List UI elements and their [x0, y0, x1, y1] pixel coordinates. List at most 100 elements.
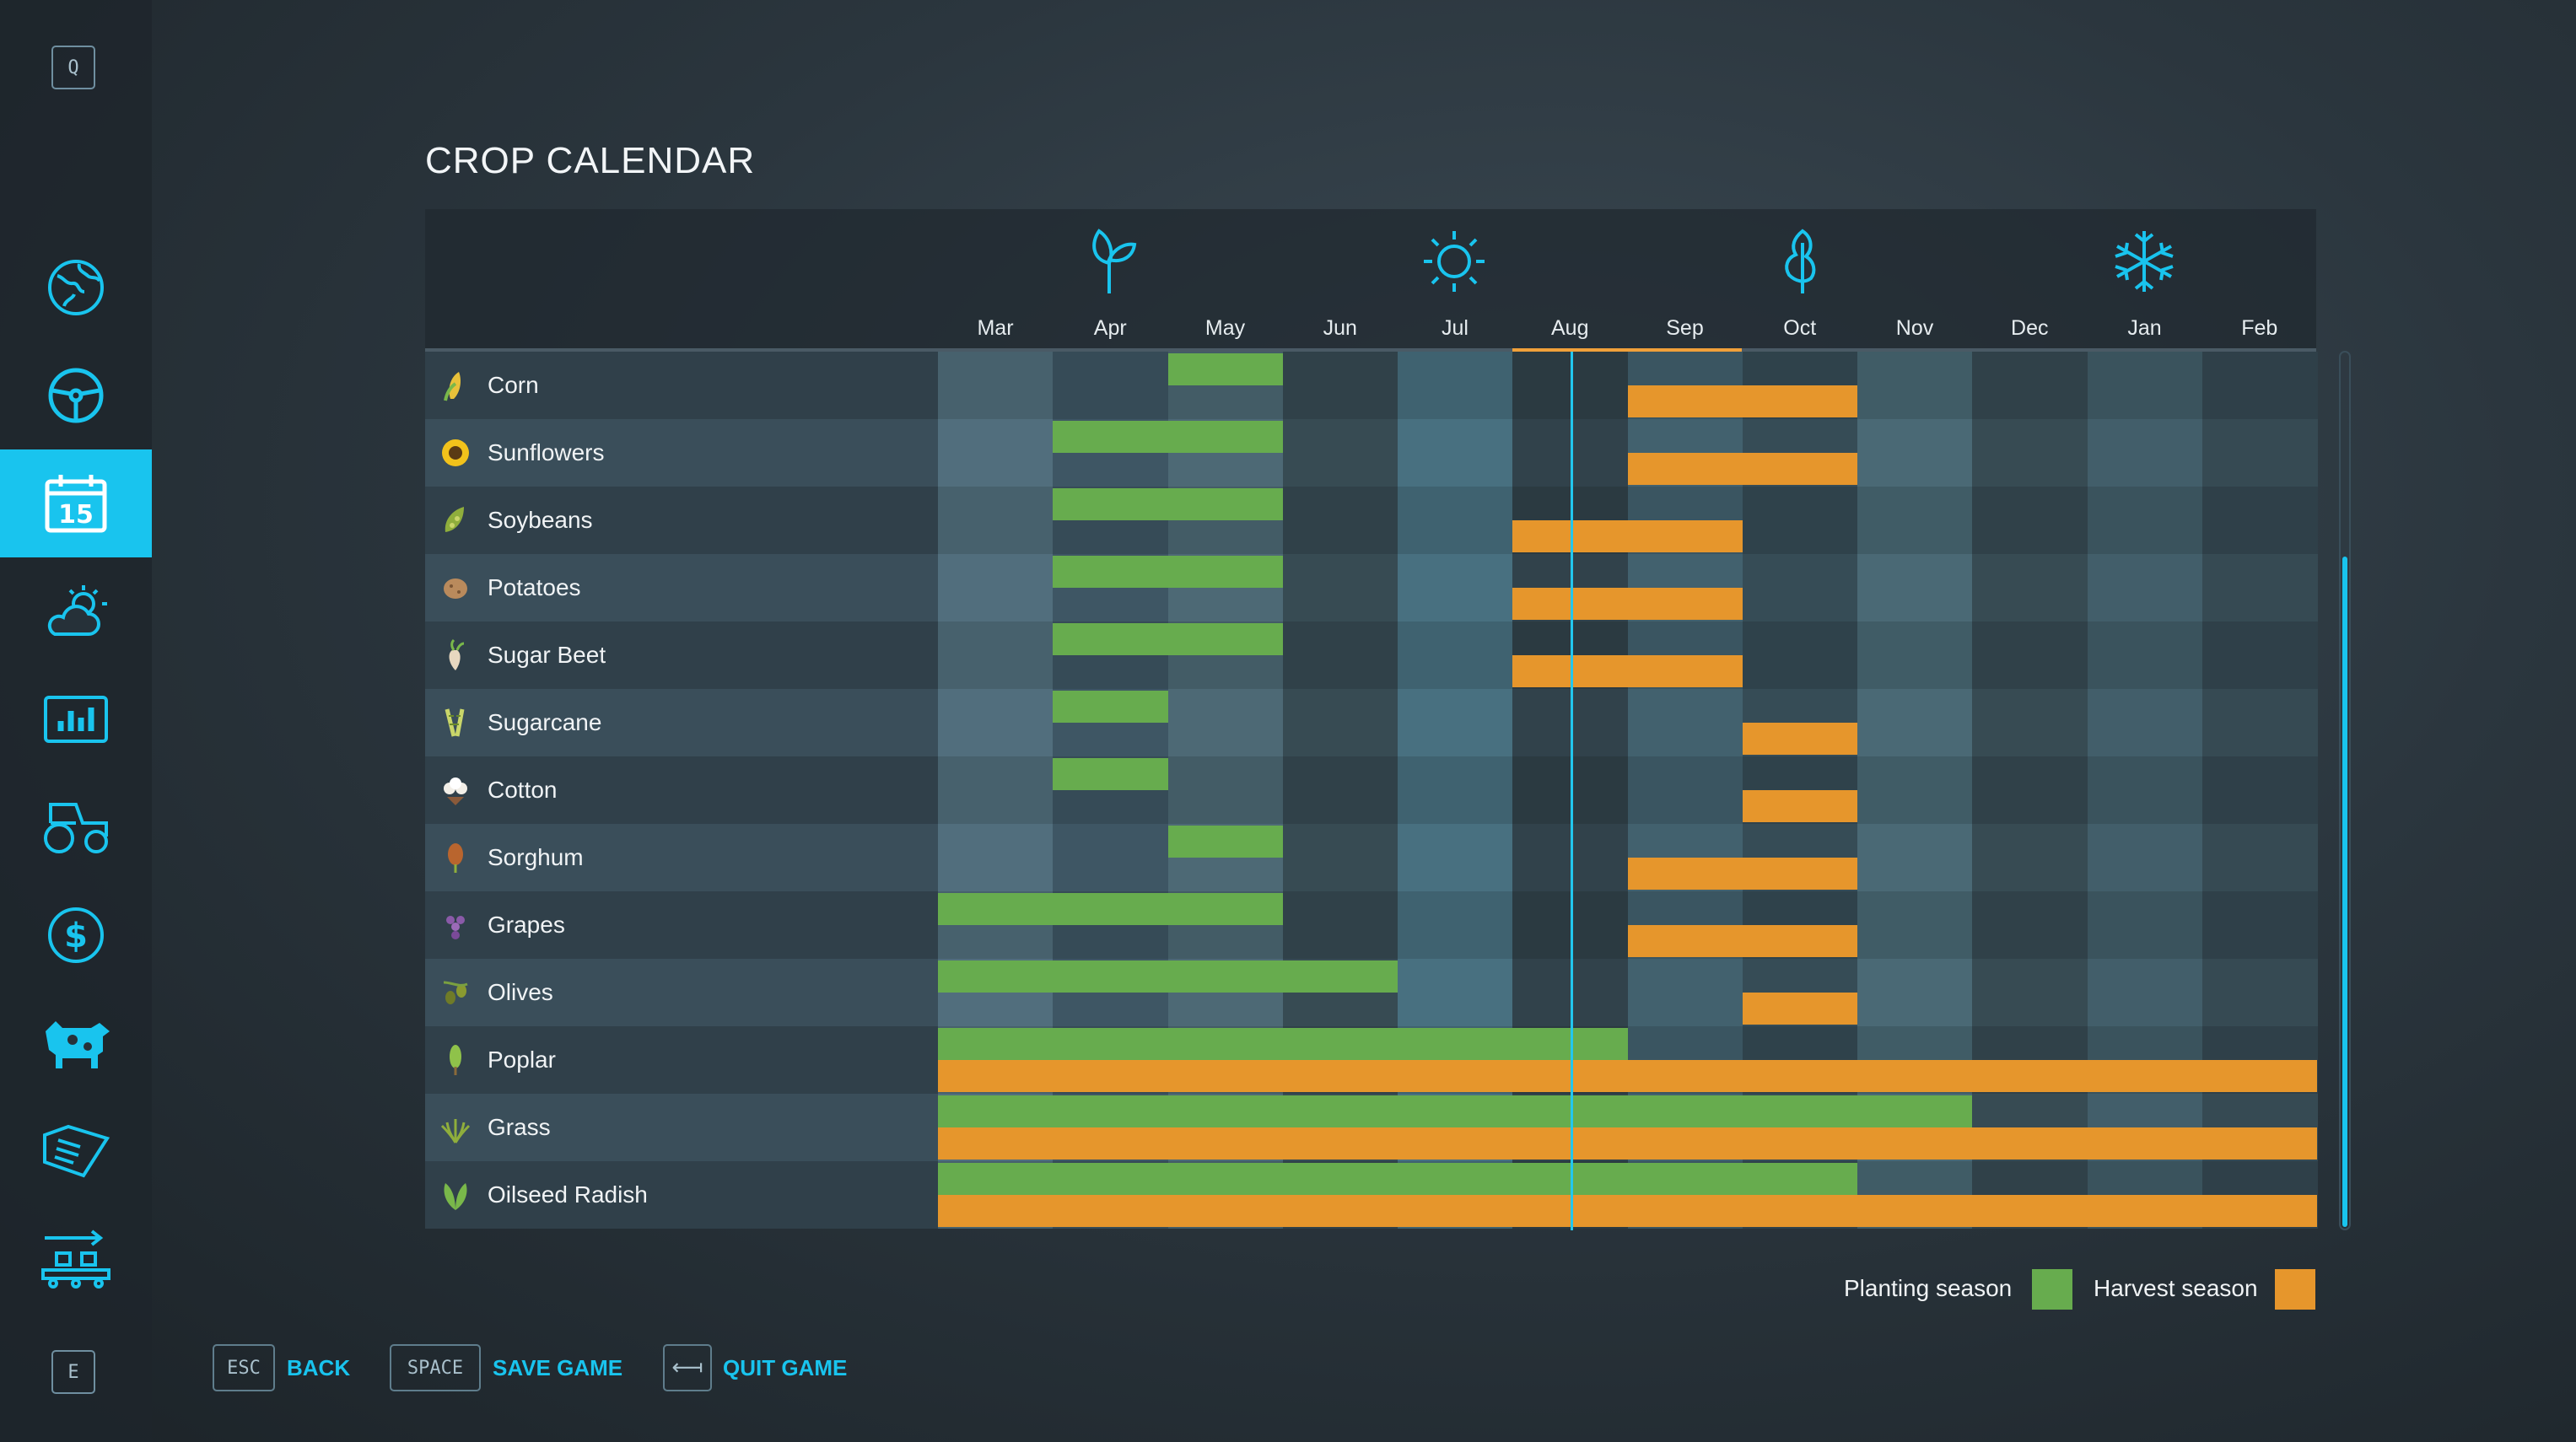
crop-row-sugar-beet[interactable]: Sugar Beet: [425, 621, 938, 689]
calendar-cell: [1627, 959, 1743, 1026]
production-icon[interactable]: [0, 1205, 152, 1313]
calendar-cell: [1857, 891, 1973, 959]
calendar-cell: [1282, 621, 1398, 689]
calendar-cell: [2201, 891, 2318, 959]
calendar-day: 15: [58, 500, 94, 530]
dollar-icon[interactable]: $: [0, 881, 152, 989]
month-label-sep: Sep: [1666, 316, 1704, 340]
crop-row-oilseed-radish[interactable]: Oilseed Radish: [425, 1161, 938, 1229]
cow-icon[interactable]: [0, 989, 152, 1097]
crop-row-sugarcane[interactable]: Sugarcane: [425, 689, 938, 756]
harvest-bar: [1512, 520, 1743, 552]
legend-harvest-swatch: [2275, 1269, 2315, 1310]
month-label-aug: Aug: [1551, 316, 1589, 340]
calendar-cell: [2201, 689, 2318, 756]
calendar-cell: [1398, 824, 1513, 891]
calendar-cell: [2087, 554, 2203, 621]
crop-row-potatoes[interactable]: Potatoes: [425, 554, 938, 621]
harvest-bar: [1742, 723, 1857, 755]
header-divider: [425, 348, 2316, 352]
calendar-cell: [1053, 352, 1168, 419]
calendar-cell: [1857, 689, 1973, 756]
calendar-cell: [1742, 554, 1858, 621]
tractor-icon[interactable]: [0, 773, 152, 881]
month-label-oct: Oct: [1783, 316, 1817, 340]
crop-row-corn[interactable]: Corn: [425, 352, 938, 419]
calendar-cell: [2201, 959, 2318, 1026]
weather-icon[interactable]: [0, 557, 152, 665]
calendar-cell: [1398, 689, 1513, 756]
sugarcane-icon: [439, 706, 472, 740]
calendar-cell: [1857, 352, 1973, 419]
svg-text:$: $: [64, 917, 88, 955]
save-game-button[interactable]: SAVE GAME: [493, 1355, 623, 1380]
harvest-bar: [1627, 385, 1857, 417]
quit-key[interactable]: ⟻: [663, 1344, 712, 1391]
month-label-jul: Jul: [1442, 316, 1469, 340]
grass-icon: [439, 1111, 472, 1144]
help-book-icon[interactable]: [0, 1097, 152, 1205]
calendar-cell: [1282, 554, 1398, 621]
harvest-bar: [1512, 655, 1743, 687]
calendar-cell: [1282, 352, 1398, 419]
olives-icon: [439, 976, 472, 1009]
calendar-cell: [1398, 419, 1513, 487]
planting-bar: [1053, 556, 1283, 588]
winter-snowflake-icon: [2115, 231, 2174, 292]
soybean-icon: [439, 503, 472, 537]
map-icon[interactable]: [0, 234, 152, 342]
calendar-cell: [1282, 487, 1398, 554]
calendar-cell: [1972, 554, 2088, 621]
harvest-bar: [1627, 858, 1857, 890]
next-page-key[interactable]: E: [51, 1350, 95, 1394]
calendar-cell: [2201, 352, 2318, 419]
calendar-cell: [2087, 352, 2203, 419]
crop-name: Soybeans: [488, 507, 593, 533]
calendar-icon[interactable]: 15: [0, 449, 152, 557]
crop-name: Cotton: [488, 777, 558, 803]
potato-icon: [439, 571, 472, 605]
crop-row-cotton[interactable]: Cotton: [425, 756, 938, 824]
crop-row-grass[interactable]: Grass: [425, 1094, 938, 1161]
crop-row-sunflowers[interactable]: Sunflowers: [425, 419, 938, 487]
planting-bar: [938, 960, 1398, 993]
crop-name: Olives: [488, 979, 553, 1005]
crop-row-sorghum[interactable]: Sorghum: [425, 824, 938, 891]
scrollbar-track[interactable]: [2339, 351, 2351, 1230]
harvest-bar: [1512, 588, 1743, 620]
grapes-icon: [439, 908, 472, 942]
crop-row-poplar[interactable]: Poplar: [425, 1026, 938, 1094]
crop-name: Sunflowers: [488, 439, 605, 465]
crop-row-olives[interactable]: Olives: [425, 959, 938, 1026]
quit-game-button[interactable]: QUIT GAME: [723, 1355, 848, 1380]
calendar-cell: [1398, 621, 1513, 689]
sorghum-icon: [439, 841, 472, 874]
calendar-cell: [2087, 621, 2203, 689]
calendar-cell: [1398, 352, 1513, 419]
statistics-icon[interactable]: [0, 665, 152, 773]
back-button[interactable]: BACK: [287, 1355, 351, 1380]
crop-name: Grass: [488, 1114, 551, 1140]
calendar-cell: [938, 824, 1054, 891]
crop-name: Corn: [488, 372, 539, 398]
month-label-dec: Dec: [2011, 316, 2049, 340]
calendar-cell: [1398, 891, 1513, 959]
autumn-leaf-icon: [1785, 229, 1816, 293]
calendar-cell: [1512, 756, 1628, 824]
crop-row-soybeans[interactable]: Soybeans: [425, 487, 938, 554]
month-label-mar: Mar: [977, 316, 1014, 340]
legend-planting-label: Planting season: [1844, 1275, 2013, 1301]
steering-wheel-icon[interactable]: [0, 342, 152, 449]
calendar-cell: [2087, 959, 2203, 1026]
legend-planting-swatch: [2032, 1269, 2072, 1310]
harvest-bar: [1627, 453, 1857, 485]
space-key[interactable]: SPACE: [390, 1344, 481, 1391]
esc-key[interactable]: ESC: [213, 1344, 275, 1391]
planting-bar: [1053, 421, 1283, 453]
prev-page-key[interactable]: Q: [51, 46, 95, 89]
scrollbar-thumb[interactable]: [2342, 557, 2347, 1227]
calendar-cell: [1398, 756, 1513, 824]
month-label-apr: Apr: [1093, 316, 1127, 340]
planting-bar: [1053, 691, 1168, 723]
crop-row-grapes[interactable]: Grapes: [425, 891, 938, 959]
